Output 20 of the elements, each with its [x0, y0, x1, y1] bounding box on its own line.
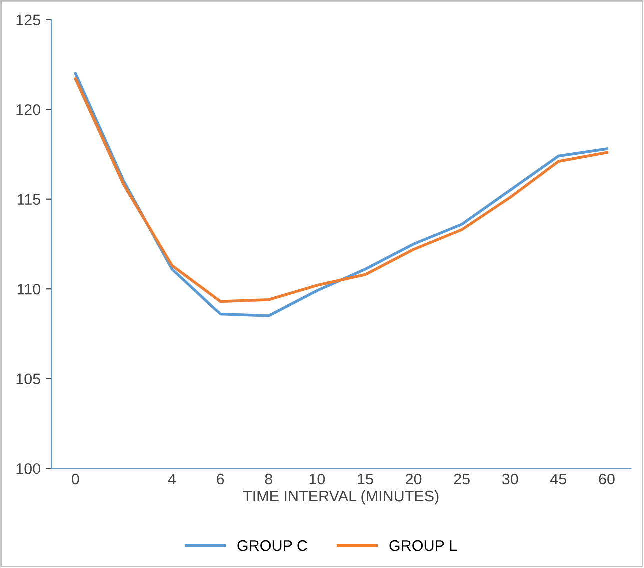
x-tick-label: 25 — [454, 474, 470, 485]
y-tick-label: 105 — [16, 374, 40, 385]
x-tick-label: 45 — [550, 474, 567, 485]
y-tick-label: 120 — [16, 104, 41, 116]
y-tick-label: 110 — [18, 284, 41, 295]
x-tick-label: 60 — [599, 474, 615, 485]
x-tick-label: 6 — [217, 474, 224, 485]
y-tick-label: 125 — [16, 14, 40, 26]
x-axis-title: TIME INTERVAL (MINUTES) — [243, 490, 439, 505]
x-tick-label: 15 — [358, 474, 374, 485]
y-tick-label: 115 — [18, 194, 40, 206]
x-tick-label: 30 — [502, 474, 518, 485]
x-tick-label: 0 — [72, 474, 80, 485]
x-tick-label: 10 — [310, 474, 326, 485]
x-tick-label: 4 — [168, 474, 176, 485]
x-tick-label: 8 — [265, 474, 272, 485]
x-tick-label: 20 — [406, 474, 422, 485]
legend-label: GROUP C — [238, 540, 308, 552]
legend-label: GROUP L — [390, 540, 457, 552]
y-tick-label: 100 — [16, 463, 41, 474]
